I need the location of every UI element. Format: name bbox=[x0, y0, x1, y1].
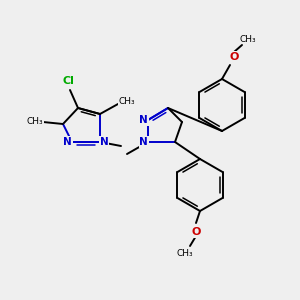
Text: N: N bbox=[100, 137, 109, 147]
Text: N: N bbox=[139, 115, 148, 125]
Text: N: N bbox=[139, 137, 148, 147]
Text: CH₃: CH₃ bbox=[177, 250, 193, 259]
Text: O: O bbox=[229, 52, 239, 62]
Text: CH₃: CH₃ bbox=[119, 97, 135, 106]
Text: N: N bbox=[63, 137, 72, 147]
Text: O: O bbox=[191, 227, 201, 237]
Text: CH₃: CH₃ bbox=[27, 118, 43, 127]
Text: Cl: Cl bbox=[62, 76, 74, 86]
Text: CH₃: CH₃ bbox=[240, 34, 256, 43]
